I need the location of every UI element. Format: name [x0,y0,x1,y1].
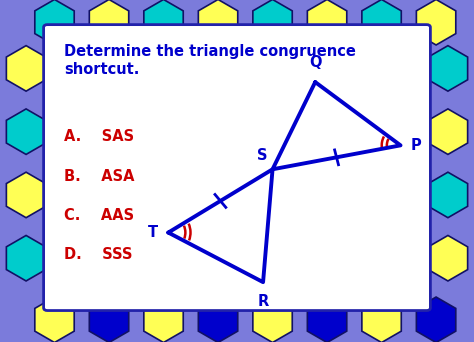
Polygon shape [416,0,456,45]
Polygon shape [416,297,456,342]
Text: D.    SSS: D. SSS [64,247,133,262]
Text: T: T [148,225,158,240]
Text: C.    AAS: C. AAS [64,208,134,223]
Text: A.    SAS: A. SAS [64,129,134,144]
Polygon shape [35,297,74,342]
FancyBboxPatch shape [44,25,430,311]
Text: R: R [257,294,269,309]
Polygon shape [6,172,46,218]
Polygon shape [428,172,468,218]
Polygon shape [144,297,183,342]
Polygon shape [198,297,238,342]
Polygon shape [428,235,468,281]
Polygon shape [428,45,468,91]
Polygon shape [89,297,129,342]
Polygon shape [307,0,347,45]
Polygon shape [253,297,292,342]
Polygon shape [362,0,401,45]
Text: B.    ASA: B. ASA [64,169,135,184]
Polygon shape [89,0,129,45]
Polygon shape [253,0,292,45]
Polygon shape [6,109,46,155]
Text: S: S [257,148,267,163]
Text: Determine the triangle congruence
shortcut.: Determine the triangle congruence shortc… [64,44,356,77]
Polygon shape [198,0,238,45]
Polygon shape [144,0,183,45]
Polygon shape [6,235,46,281]
Text: P: P [411,138,422,153]
Text: Q: Q [309,55,321,70]
Polygon shape [362,297,401,342]
Polygon shape [6,45,46,91]
Polygon shape [307,297,347,342]
Polygon shape [428,109,468,155]
Polygon shape [35,0,74,45]
